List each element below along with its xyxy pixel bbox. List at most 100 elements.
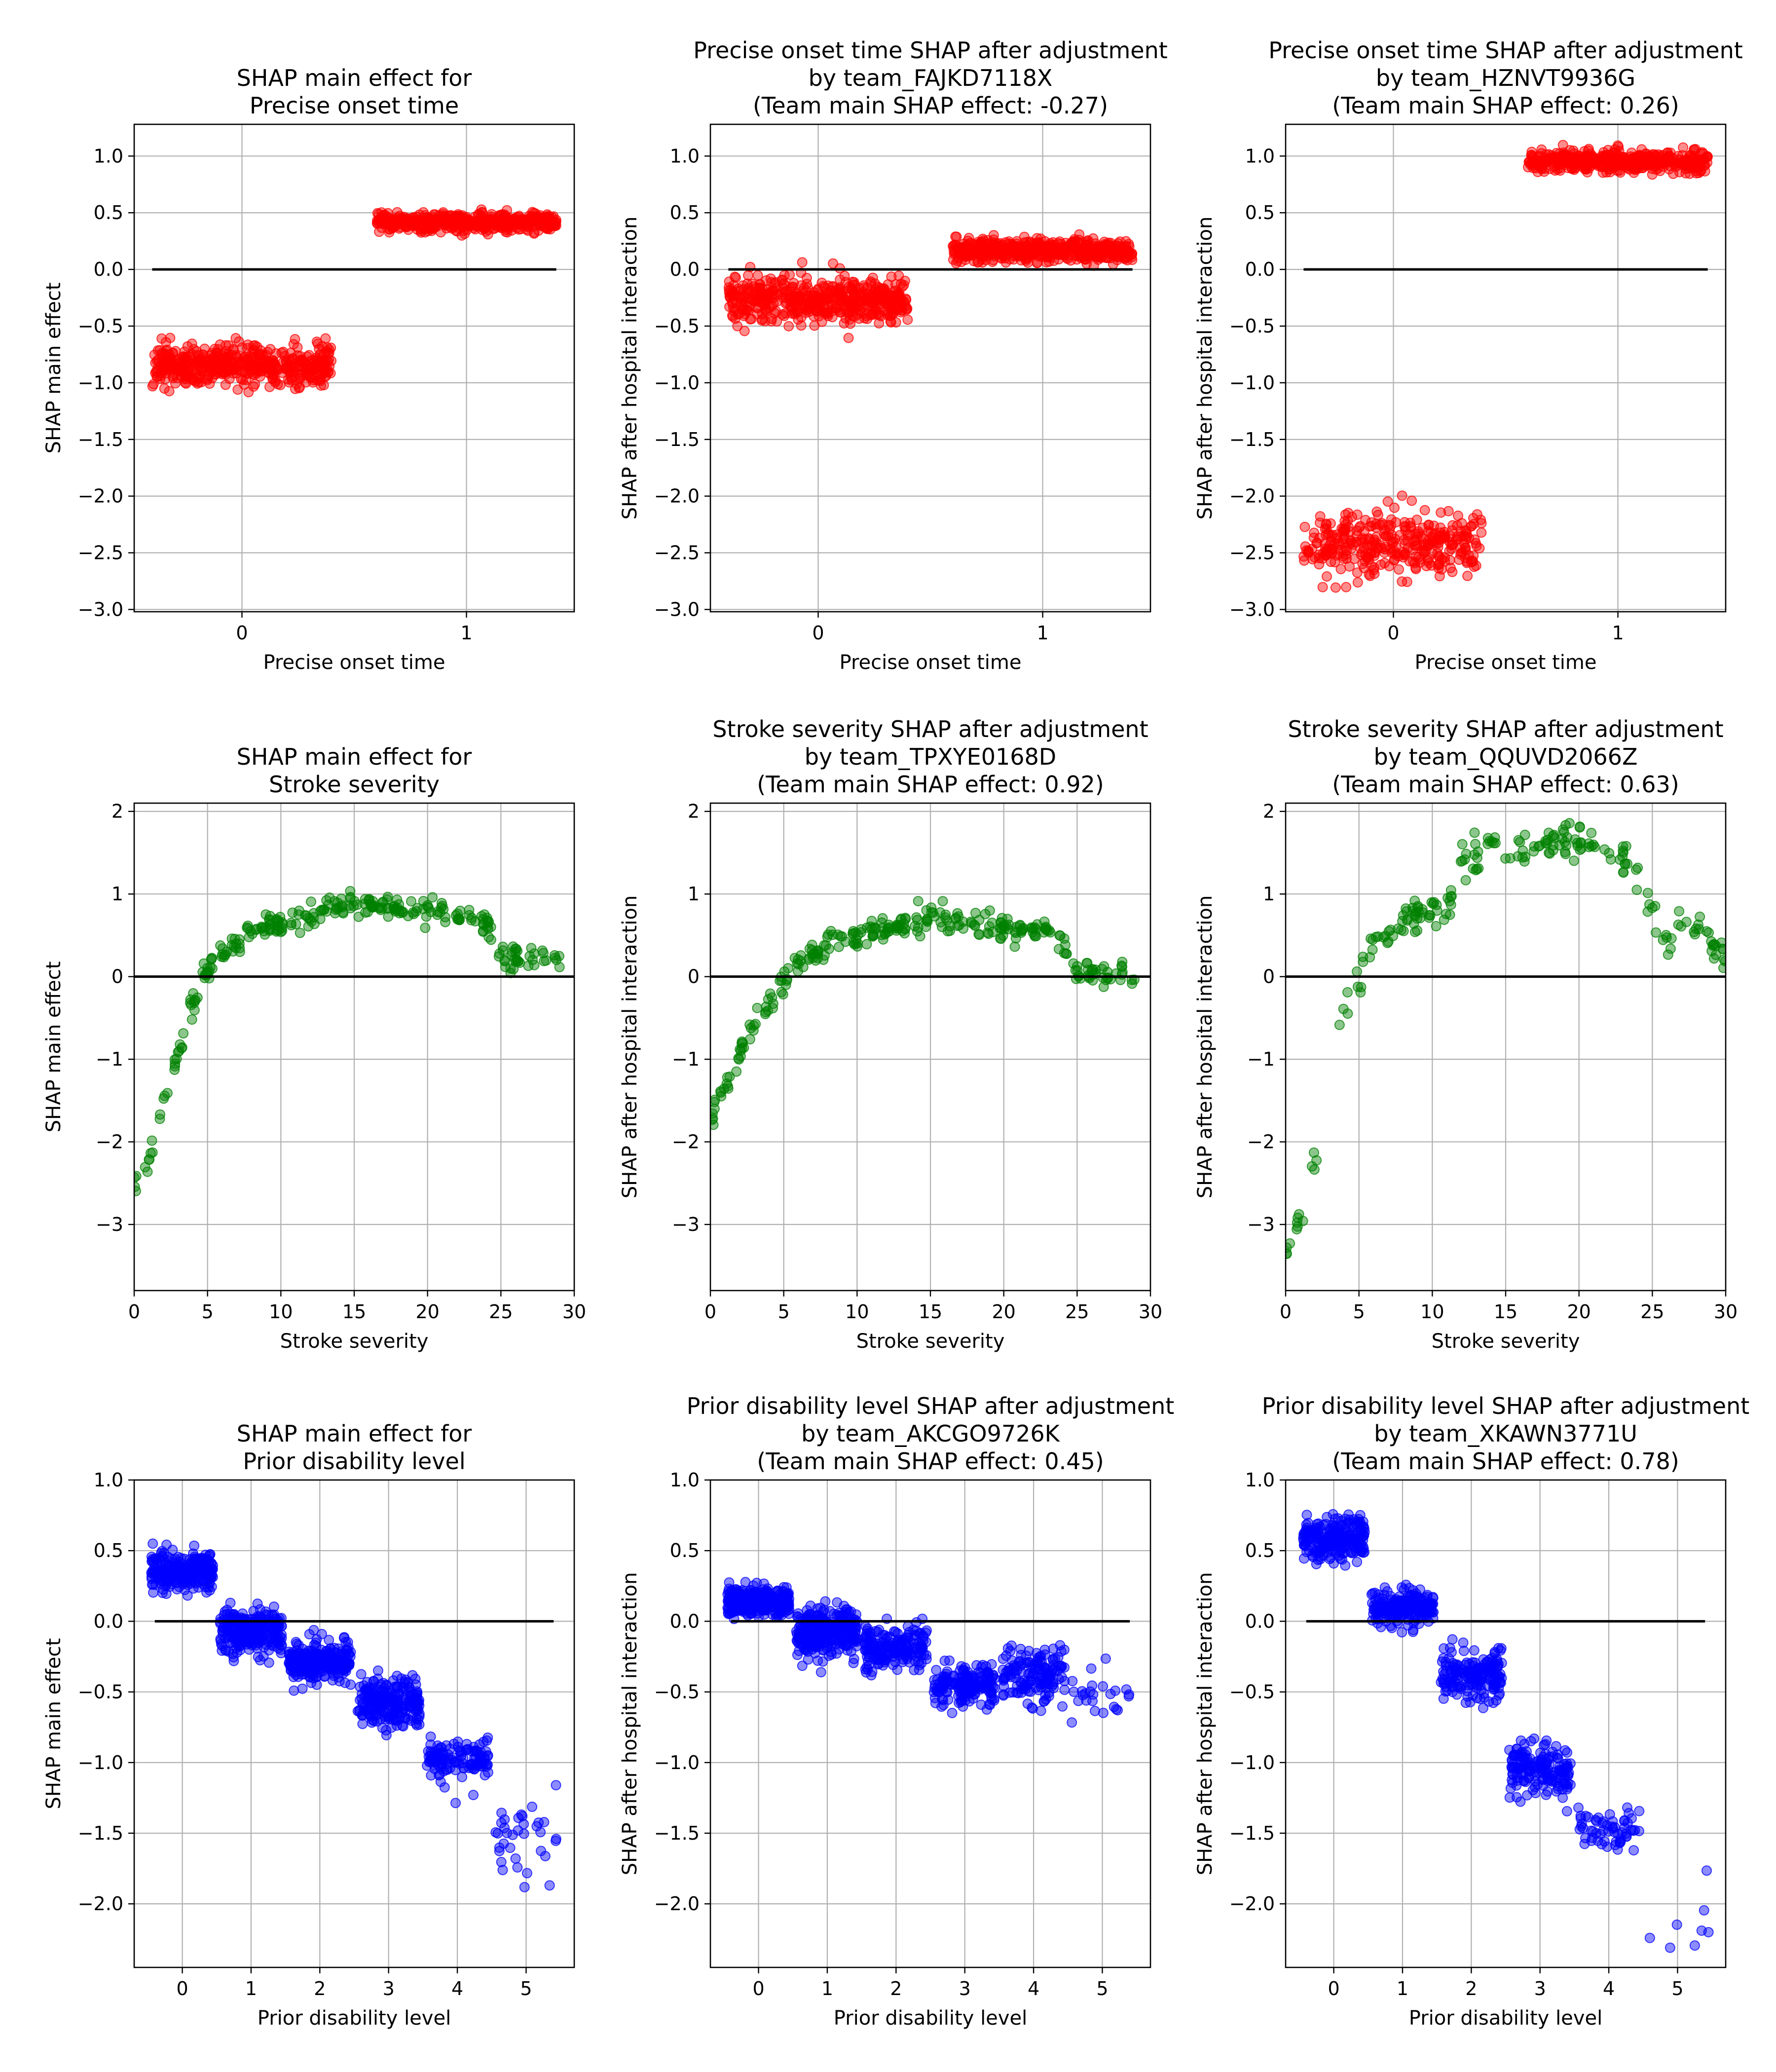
chart-title: SHAP main effect for Stroke severity [237,743,472,798]
data-point [266,919,276,929]
data-point [1322,571,1332,582]
data-point [1339,526,1350,537]
x-tick-label: 1 [245,1978,257,1999]
data-point [482,1767,493,1778]
data-point [522,225,533,236]
data-point [724,1072,735,1082]
data-point [1631,864,1641,875]
data-point [1330,582,1341,593]
data-point [852,938,863,949]
data-point [1680,158,1691,169]
data-point [1419,505,1430,516]
data-point [984,921,995,932]
data-point [206,348,217,359]
data-point [973,257,984,267]
data-point [182,1590,193,1601]
data-point [280,351,291,362]
data-point [306,364,317,375]
data-point [828,258,839,269]
data-point [406,1715,416,1726]
y-tick-label: −1.0 [654,372,700,394]
data-point [1053,944,1064,955]
x-tick-label: 30 [1139,1301,1162,1323]
data-point [384,1713,395,1724]
data-point [744,1034,755,1045]
data-point [1407,545,1418,555]
x-tick-label: 0 [1387,622,1399,644]
y-tick-label: −1.5 [654,429,700,450]
data-point [315,914,326,925]
data-point [1327,529,1338,540]
data-point [862,313,873,324]
data-point [531,214,541,224]
x-tick-label: 1 [1036,622,1048,644]
data-point [174,362,185,373]
y-tick-label: 1 [111,883,123,905]
data-point [886,271,897,282]
data-point [1706,936,1717,947]
data-point [408,212,419,223]
data-point [1308,1147,1319,1158]
data-point [519,215,530,226]
data-point [1439,914,1449,925]
y-tick-label: −2.5 [654,542,700,564]
data-point [927,907,938,918]
data-point [250,379,260,390]
data-point [289,1685,299,1696]
data-point [1417,907,1428,918]
data-point [329,1670,339,1681]
data-point [186,338,197,349]
data-point [1533,156,1544,167]
data-point [843,333,854,343]
x-tick-label: 3 [383,1978,395,1999]
data-point [201,357,212,368]
data-point [1473,846,1483,857]
data-point [958,923,968,934]
data-point [1014,921,1025,931]
data-point [539,956,550,966]
data-point [1452,531,1463,542]
data-point [1602,161,1613,172]
data-point [1574,821,1585,832]
data-point [1369,551,1380,561]
data-point [247,361,258,371]
data-point [1423,519,1434,530]
y-tick-label: 0.5 [94,202,123,223]
data-point [768,999,778,1009]
data-point [436,227,446,238]
x-tick-label: 0 [236,622,248,644]
data-point [1631,885,1642,895]
y-tick-label: −0.5 [654,315,700,337]
data-point [1055,930,1066,941]
data-point [825,925,836,936]
data-point [783,963,794,974]
y-tick-label: −0.5 [78,315,123,337]
data-point [514,218,524,228]
data-point [739,1042,749,1053]
y-tick-label: 0 [111,966,123,988]
data-point [1409,557,1420,568]
chart-title: Precise onset time SHAP after adjustment… [693,37,1168,119]
data-point [452,1756,463,1767]
data-point [554,951,564,962]
data-point [178,1028,189,1039]
y-tick-label: 0.0 [1245,259,1275,280]
data-point [1452,520,1463,531]
data-point [454,915,465,925]
data-point [263,359,274,370]
data-point [455,905,466,916]
data-point [948,241,959,252]
data-point [1057,249,1068,260]
data-point [1369,562,1380,573]
data-point [797,257,808,268]
data-point [1469,827,1480,838]
data-point [420,923,431,933]
data-point [390,1691,401,1702]
data-point [204,378,215,389]
data-point [516,1809,527,1820]
data-point [1406,495,1417,506]
data-point [297,1683,308,1694]
data-point [1548,151,1559,162]
y-tick-label: −2 [672,1131,700,1153]
